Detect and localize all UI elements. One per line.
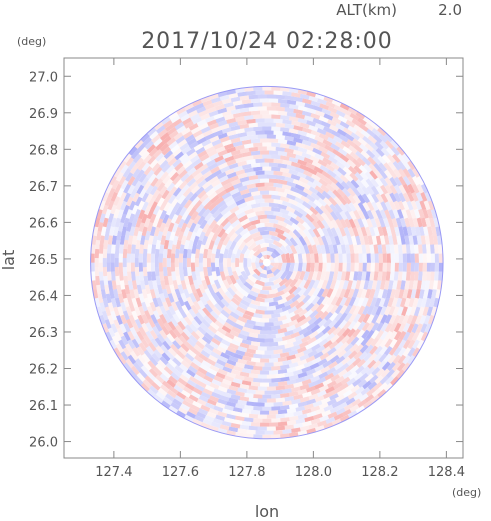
x-tick-label: 127.6 [162,465,199,480]
y-tick-label: 26.8 [29,143,58,158]
y-axis: 26.0 26.1 26.2 26.3 26.4 26.5 26.6 26.7 26.8 26.9… [29,70,463,451]
chart-title: 2017/10/24 02:28:00 [141,29,393,54]
y-tick-label: 27.0 [29,70,58,85]
x-tick-label: 127.8 [228,465,265,480]
y-tick-label: 26.4 [29,289,58,304]
y-tick-label: 26.1 [29,399,58,414]
x-axis-title: lon [255,502,279,521]
x-tick-label: 128.2 [361,465,398,480]
x-tick-label: 127.4 [95,465,132,480]
altitude-label: ALT(km) [336,1,397,19]
altitude-value: 2.0 [438,1,462,19]
y-tick-label: 26.6 [29,216,58,231]
y-unit-label: (deg) [17,35,46,48]
radar-range-ring [90,85,444,440]
plot-frame [63,57,464,459]
x-axis: 127.4 127.6 127.8 128.0 128.2 128.4 [95,58,465,480]
y-tick-label: 26.2 [29,363,58,378]
x-tick-label: 128.4 [428,465,465,480]
y-axis-title: lat [0,250,18,271]
y-tick-label: 26.5 [29,253,58,268]
y-tick-label: 26.0 [29,436,58,451]
y-tick-label: 26.3 [29,326,58,341]
y-tick-label: 26.9 [29,107,58,122]
x-tick-label: 128.0 [295,465,332,480]
x-unit-label: (deg) [452,486,481,499]
y-tick-label: 26.7 [29,180,58,195]
radar-echo-field [90,86,444,439]
